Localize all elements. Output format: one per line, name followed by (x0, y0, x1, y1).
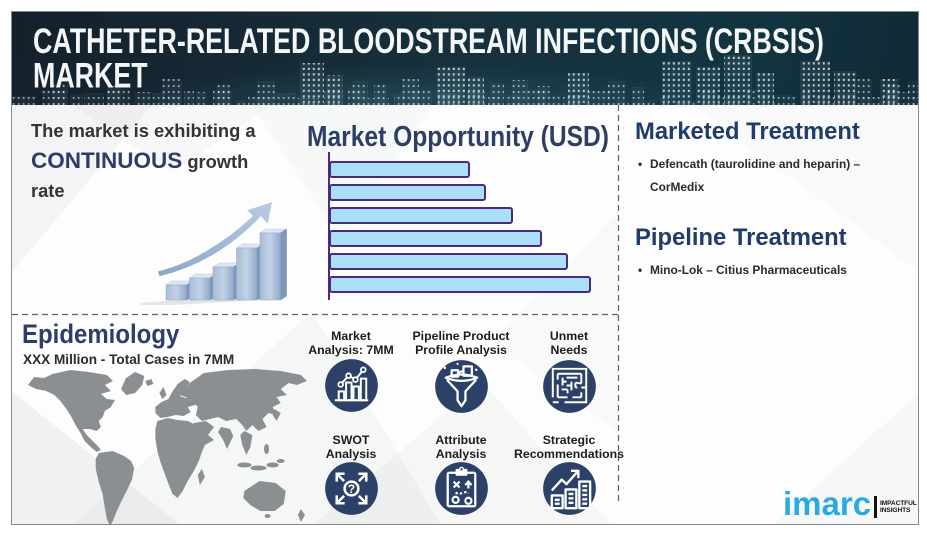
svg-text:?: ? (347, 482, 354, 496)
